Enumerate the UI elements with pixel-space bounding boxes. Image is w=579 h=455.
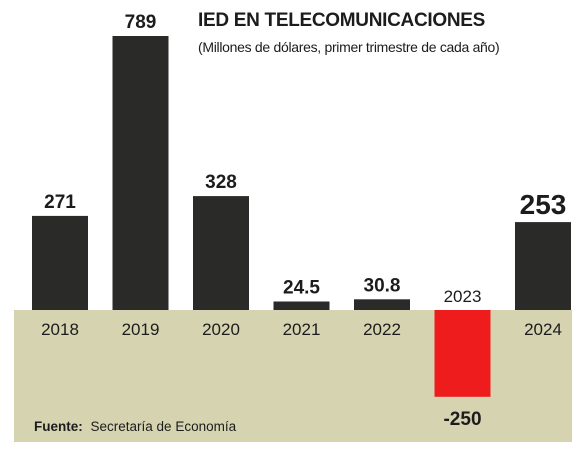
value-label-2022: 30.8 <box>364 275 401 296</box>
bar-2022 <box>354 299 410 310</box>
bar-2021 <box>273 301 330 310</box>
value-label-2019: 789 <box>125 12 157 33</box>
tick-label-2018: 2018 <box>41 320 79 339</box>
value-label-2021: 24.5 <box>283 278 320 299</box>
value-label-2020: 328 <box>205 172 237 193</box>
value-label-2018: 271 <box>44 192 76 213</box>
value-label-2023: -250 <box>443 409 481 430</box>
chart-title: IED EN TELECOMUNICACIONES <box>198 10 485 31</box>
bar-2023 <box>434 310 491 397</box>
tick-label-2019: 2019 <box>122 320 160 339</box>
bar-2024 <box>515 222 571 310</box>
value-labels-group: 271 789 328 24.5 30.8 -250 253 <box>44 12 566 430</box>
bars-group <box>32 36 571 397</box>
tick-label-2021: 2021 <box>283 320 321 339</box>
tick-label-2024: 2024 <box>524 320 562 339</box>
bar-2020 <box>193 196 249 310</box>
source-text: Secretaría de Economía <box>91 419 237 434</box>
bar-2018 <box>32 215 88 310</box>
bar-2019 <box>112 36 169 310</box>
tick-label-2023: 2023 <box>444 287 482 306</box>
tick-label-2022: 2022 <box>363 320 401 339</box>
value-label-2024: 253 <box>520 189 567 220</box>
chart-subtitle: (Millones de dólares, primer trimestre d… <box>198 39 499 55</box>
tick-label-2020: 2020 <box>202 320 240 339</box>
source-label: Fuente: <box>34 419 83 434</box>
tick-labels-group: 2018 2019 2020 2021 2022 2023 2024 <box>41 287 562 339</box>
source-note: Fuente: Secretaría de Economía <box>34 419 237 434</box>
